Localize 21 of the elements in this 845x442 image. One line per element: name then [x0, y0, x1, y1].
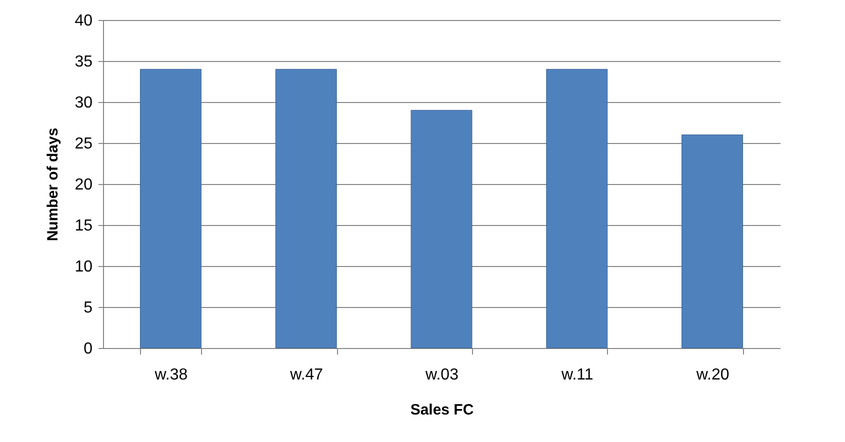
- y-tick-label: 35: [74, 54, 93, 70]
- bar: [682, 134, 744, 348]
- y-tick-label: 20: [74, 176, 93, 194]
- x-tick-label: w.03: [424, 366, 459, 384]
- y-tick-label: 5: [84, 300, 93, 316]
- x-tick-label: w.11: [560, 366, 594, 384]
- bar: [410, 110, 472, 348]
- x-axis-title: Sales FC: [410, 402, 474, 418]
- y-tick-label: 0: [84, 340, 93, 358]
- x-tick-label: w.38: [154, 366, 188, 384]
- y-tick-label: 15: [74, 218, 93, 234]
- y-tick-label: 25: [74, 136, 93, 152]
- x-tick-label: w.20: [695, 366, 730, 384]
- bar: [140, 68, 202, 348]
- y-tick-label: 10: [74, 258, 93, 276]
- x-tick-label: w.47: [289, 366, 324, 384]
- y-tick-label: 40: [74, 12, 93, 30]
- y-tick-label: 30: [74, 94, 93, 112]
- bar: [546, 68, 608, 348]
- y-axis-title: Number of days: [44, 128, 62, 242]
- bar: [275, 68, 337, 348]
